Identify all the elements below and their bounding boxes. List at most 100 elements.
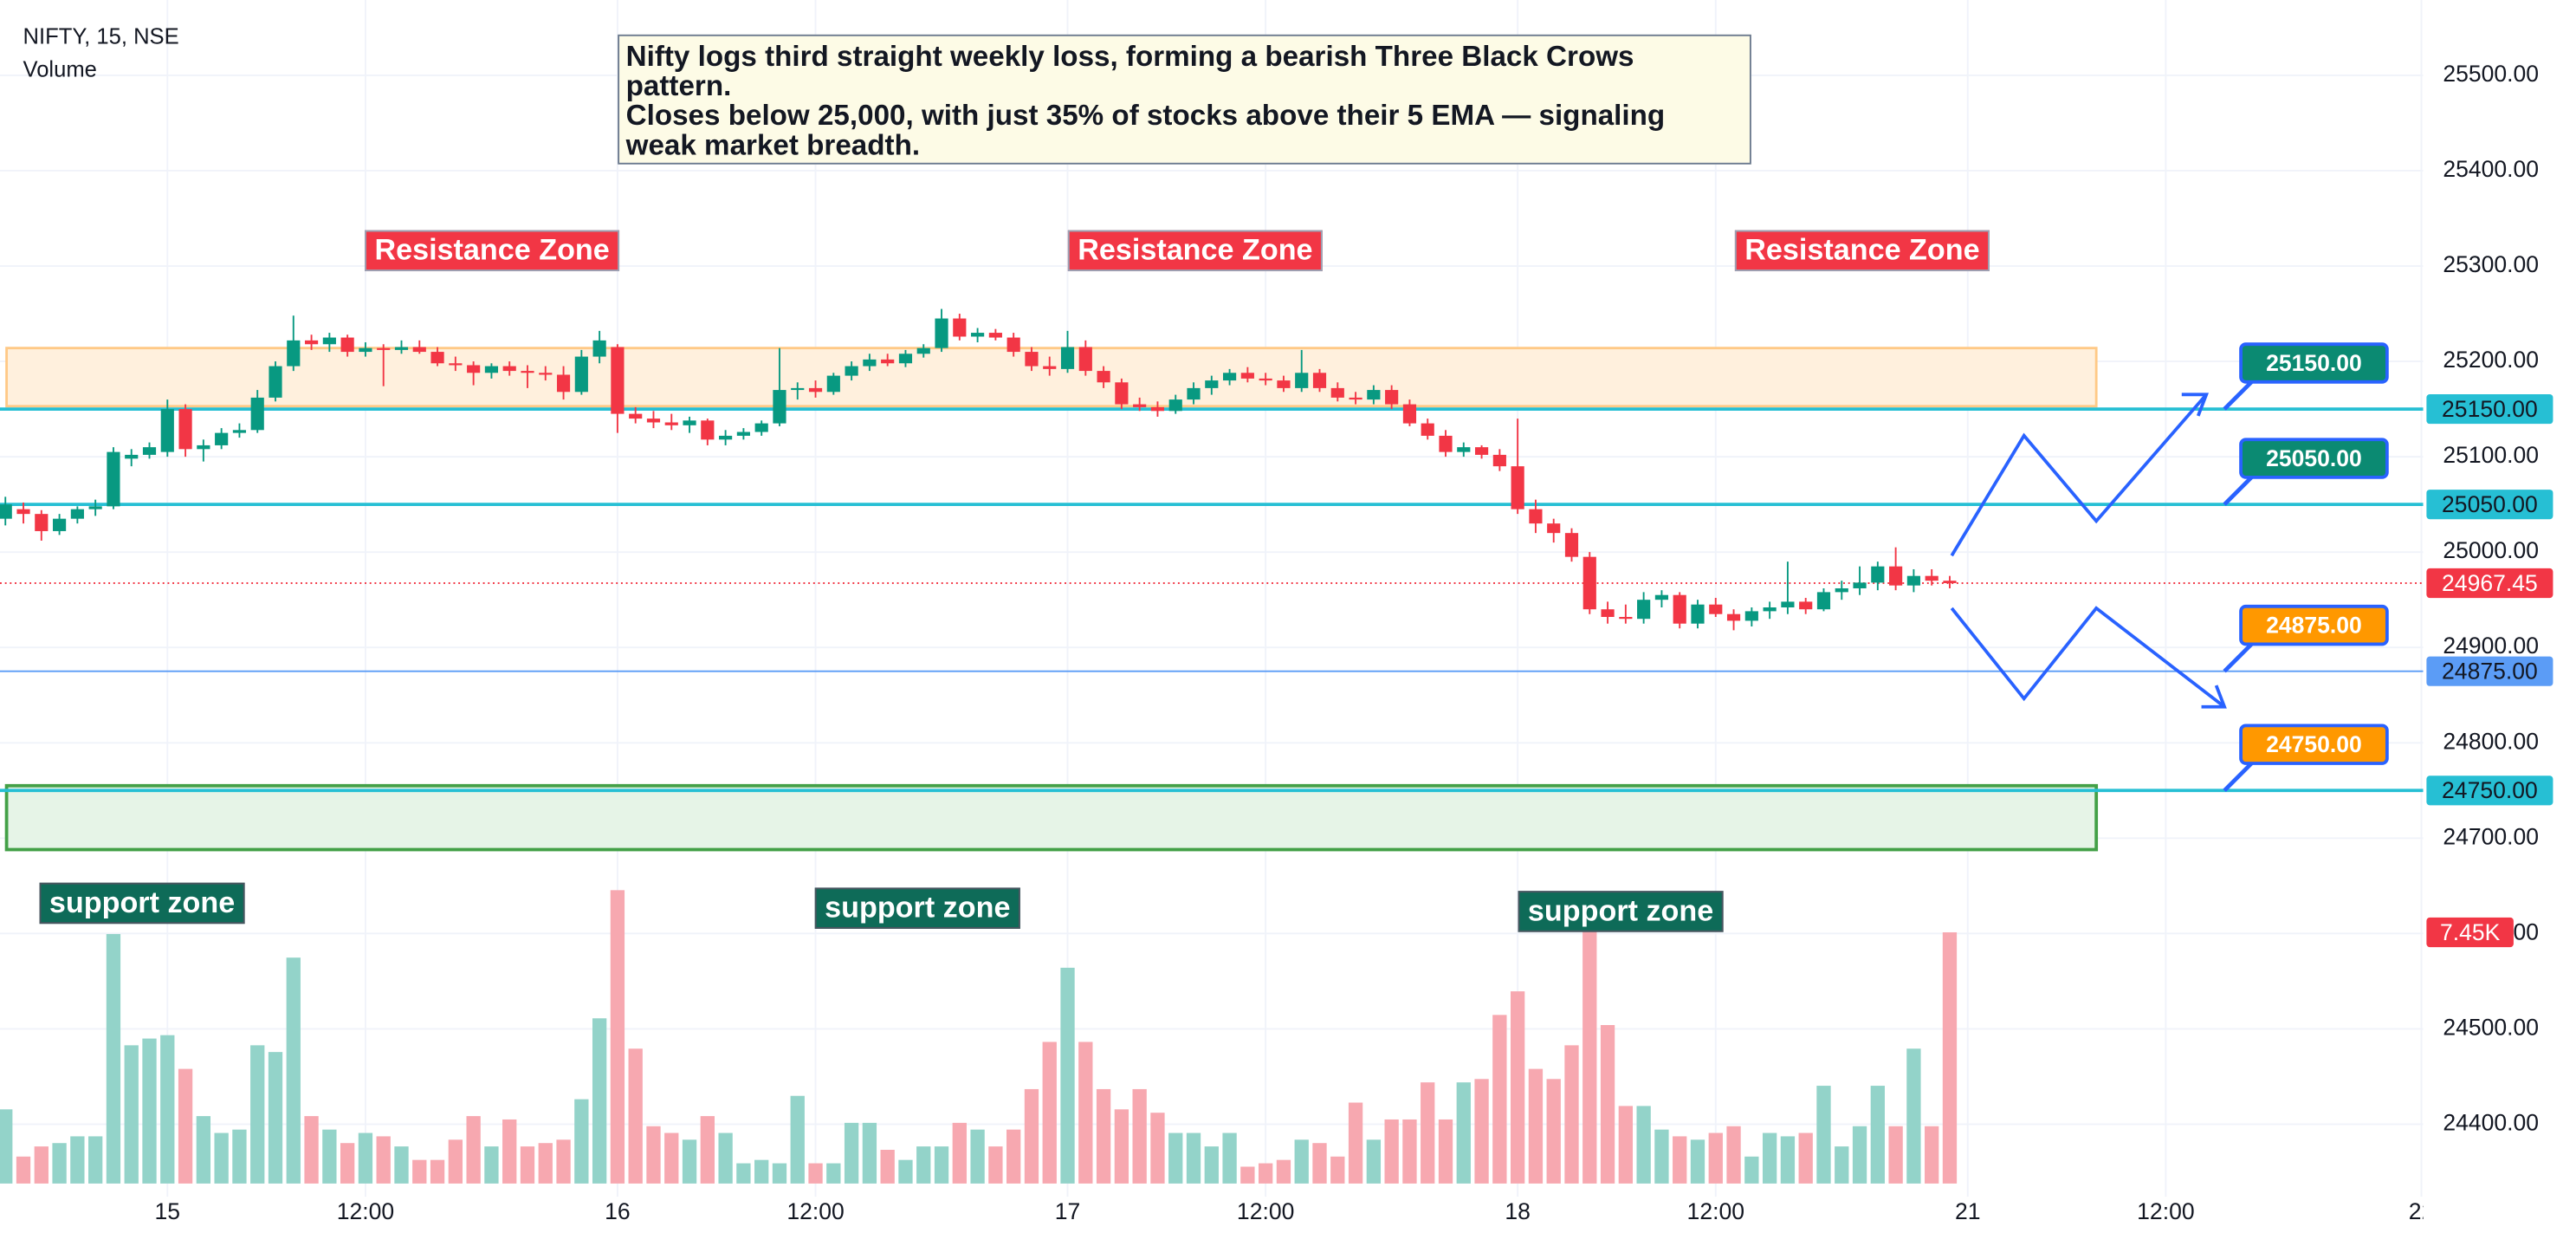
level-axis-box — [2426, 394, 2553, 425]
volume-bar — [844, 1122, 859, 1184]
volume-bar — [1925, 1126, 1939, 1184]
y-tick-label: 25100.00 — [2443, 442, 2539, 468]
candle-body — [1889, 566, 1903, 586]
support-zone — [4, 783, 2099, 852]
candle-body — [773, 390, 786, 424]
candle-body — [1385, 390, 1399, 405]
candle-body — [1601, 609, 1615, 618]
volume-bar — [1600, 1025, 1615, 1184]
candle-body — [1853, 582, 1867, 588]
volume-bar — [1384, 1119, 1399, 1184]
volume-bar — [1618, 1106, 1634, 1184]
volume-bar — [1006, 1129, 1021, 1184]
candle-body — [1654, 594, 1669, 600]
y-tick-label: 24900.00 — [2443, 633, 2539, 659]
candle-body — [1367, 390, 1381, 400]
candle-body — [1097, 371, 1110, 383]
volume-bar — [826, 1163, 841, 1184]
volume-bar — [970, 1129, 985, 1184]
candle-body — [1439, 435, 1453, 452]
volume-bar — [1510, 991, 1525, 1184]
volume-bar — [232, 1129, 247, 1184]
candle-body — [1457, 447, 1471, 452]
volume-bar — [1690, 1139, 1705, 1184]
callout-box — [2239, 342, 2389, 384]
candle-body — [1564, 533, 1579, 557]
volume-bar — [934, 1146, 949, 1184]
resistance-zone — [5, 347, 2098, 408]
candle-body — [107, 451, 120, 507]
candle-body — [646, 419, 661, 423]
candle-body — [1726, 613, 1741, 621]
candle-body — [377, 347, 391, 350]
volume-bar — [1762, 1132, 1777, 1184]
volume-bar — [1078, 1042, 1093, 1184]
volume-bar — [178, 1068, 193, 1184]
volume-bar — [718, 1132, 733, 1184]
candle-body — [269, 366, 282, 398]
last-price-box — [2426, 568, 2553, 599]
candle-body — [1906, 575, 1920, 586]
candle-body — [1673, 594, 1686, 624]
volume-bar — [1204, 1146, 1219, 1184]
candle-body — [304, 340, 319, 345]
volume-bar — [736, 1163, 751, 1184]
volume-bar — [1186, 1132, 1201, 1184]
candle-body — [953, 318, 967, 337]
callout-label: 24875.00 — [2266, 613, 2362, 639]
annotation-box: Nifty logs third straight weekly loss, f… — [618, 34, 1751, 165]
callout-box — [2239, 438, 2389, 479]
support-zone-label: support zone — [814, 887, 1020, 929]
volume-bar — [1780, 1136, 1796, 1184]
volume-bar — [1132, 1088, 1147, 1184]
candle-body — [1925, 575, 1938, 581]
price-axis — [2423, 0, 2576, 1246]
level-axis-label: 24750.00 — [2442, 777, 2538, 803]
resistance-zone-label: Resistance Zone — [1067, 230, 1323, 272]
candle-body — [1799, 601, 1813, 610]
volume-bar — [1673, 1136, 1687, 1184]
last-volume-label: 7.45K — [2440, 919, 2501, 945]
volume-bar — [1348, 1102, 1363, 1184]
volume-bar — [556, 1139, 571, 1184]
candle-body — [412, 347, 426, 353]
level-axis-label: 25050.00 — [2442, 491, 2538, 517]
arrow-head — [2201, 685, 2227, 709]
volume-bar — [664, 1132, 679, 1184]
volume-bar — [124, 1045, 139, 1184]
volume-bar — [1798, 1132, 1813, 1184]
volume-bar — [1060, 967, 1075, 1184]
candle-body — [0, 504, 12, 519]
volume-bar — [646, 1126, 661, 1184]
candle-body — [935, 318, 948, 348]
volume-bar — [1708, 1132, 1723, 1184]
candle-body — [1205, 380, 1219, 388]
candle-body — [53, 518, 67, 531]
x-tick-label: 21 — [1955, 1198, 1981, 1224]
volume-bar — [772, 1163, 787, 1184]
x-tick-label: 12:00 — [1687, 1198, 1744, 1224]
volume-bar — [196, 1116, 211, 1184]
projection-arrow — [1950, 606, 2226, 709]
volume-bar — [1835, 1146, 1849, 1184]
volume-bar — [916, 1146, 931, 1184]
volume-bar — [268, 1052, 283, 1184]
arrow-head — [2181, 393, 2210, 417]
volume-bar — [1906, 1048, 1921, 1184]
volume-bar — [106, 933, 121, 1184]
candle-body — [826, 375, 840, 393]
x-tick-label: 12:00 — [1237, 1198, 1294, 1224]
volume-bar — [808, 1163, 823, 1184]
y-tick-label: 25500.00 — [2443, 61, 2539, 87]
volume-bar — [1852, 1126, 1867, 1184]
volume-bar — [1726, 1126, 1741, 1184]
volume-bar — [1114, 1109, 1129, 1184]
candle-body — [719, 435, 733, 440]
candle-body — [1763, 607, 1777, 612]
candle-body — [1529, 509, 1543, 524]
candle-body — [1025, 352, 1039, 367]
volume-bar — [1150, 1113, 1165, 1184]
y-tick-label: 25000.00 — [2443, 537, 2539, 563]
candle-body — [683, 420, 696, 425]
